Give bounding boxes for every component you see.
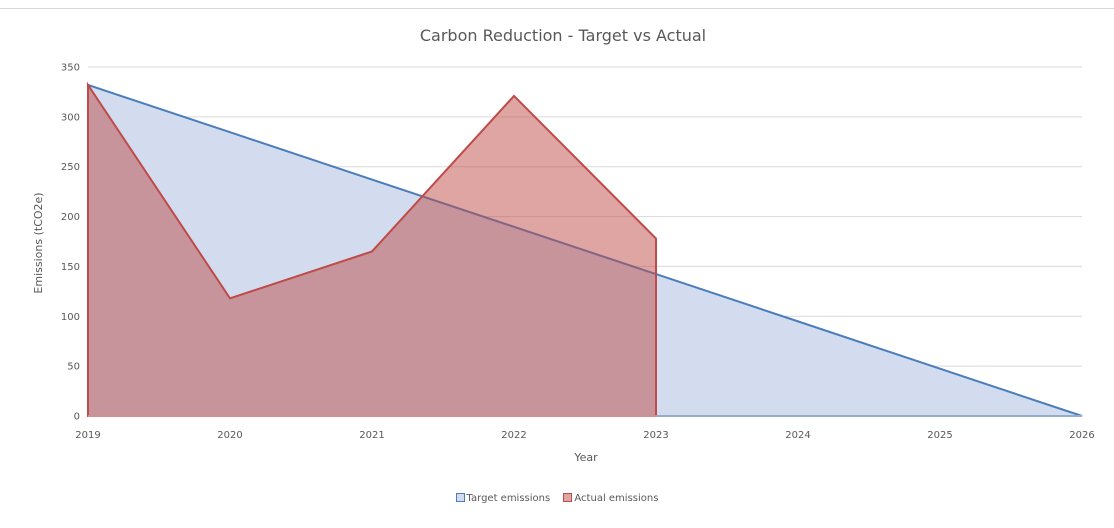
y-tick-label: 0 bbox=[74, 412, 80, 423]
chart-top-border bbox=[0, 8, 1114, 9]
y-tick-label: 50 bbox=[67, 362, 80, 373]
legend-label-target: Target emissions bbox=[466, 493, 551, 504]
y-tick-label: 100 bbox=[61, 312, 80, 323]
series-areas bbox=[87, 81, 1083, 417]
y-tick-label: 350 bbox=[61, 63, 80, 74]
series-area-actual bbox=[88, 84, 656, 416]
legend-swatch-actual bbox=[563, 493, 573, 502]
x-tick-label: 2019 bbox=[75, 430, 100, 441]
chart-title: Carbon Reduction - Target vs Actual bbox=[420, 26, 706, 45]
x-tick-label: 2024 bbox=[785, 430, 810, 441]
y-tick-label: 300 bbox=[61, 112, 80, 123]
x-tick-label: 2022 bbox=[501, 430, 526, 441]
chart-legend: Target emissions Actual emissions bbox=[0, 493, 1114, 505]
x-tick-label: 2025 bbox=[927, 430, 952, 441]
x-tick-label: 2020 bbox=[217, 430, 242, 441]
legend-item-actual: Actual emissions bbox=[563, 493, 658, 504]
legend-swatch-target bbox=[455, 493, 465, 502]
legend-label-actual: Actual emissions bbox=[574, 493, 659, 504]
y-tick-label: 150 bbox=[61, 262, 80, 273]
axis-ticks: 0 50 100 150 200 250 300 350 2019 2020 2021 2022 202… bbox=[61, 63, 1095, 442]
y-axis-label: Emissions (tCO2e) bbox=[32, 192, 45, 293]
y-tick-label: 200 bbox=[61, 212, 80, 223]
x-axis-label: Year bbox=[573, 451, 598, 464]
legend-item-target: Target emissions bbox=[455, 493, 551, 504]
x-tick-label: 2021 bbox=[359, 430, 384, 441]
y-tick-label: 250 bbox=[61, 162, 80, 173]
series-line-actual bbox=[87, 81, 657, 417]
x-tick-label: 2026 bbox=[1069, 430, 1094, 441]
x-tick-label: 2023 bbox=[643, 430, 668, 441]
